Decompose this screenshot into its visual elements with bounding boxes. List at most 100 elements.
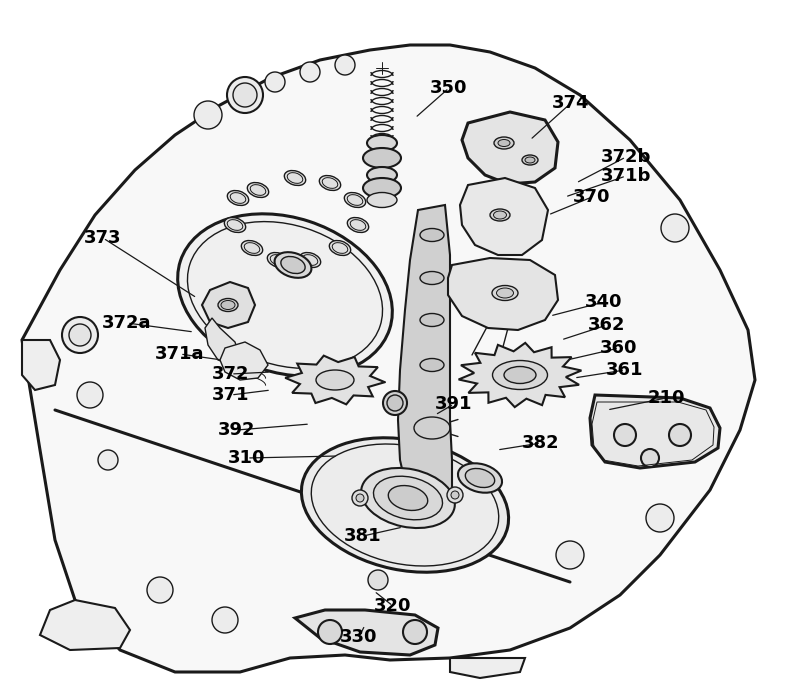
Ellipse shape bbox=[367, 193, 397, 208]
Text: 320: 320 bbox=[374, 597, 412, 615]
Ellipse shape bbox=[492, 286, 518, 301]
Circle shape bbox=[447, 487, 463, 503]
Circle shape bbox=[147, 577, 173, 603]
Text: 371: 371 bbox=[212, 386, 250, 404]
Circle shape bbox=[69, 324, 91, 346]
Polygon shape bbox=[295, 610, 438, 655]
Ellipse shape bbox=[178, 214, 392, 376]
Text: 350: 350 bbox=[430, 79, 468, 97]
Ellipse shape bbox=[344, 193, 366, 208]
Text: 360: 360 bbox=[600, 339, 638, 357]
Ellipse shape bbox=[274, 252, 311, 278]
Ellipse shape bbox=[420, 271, 444, 284]
Ellipse shape bbox=[242, 241, 262, 255]
Polygon shape bbox=[202, 282, 255, 328]
Ellipse shape bbox=[420, 359, 444, 371]
Circle shape bbox=[194, 101, 222, 129]
Circle shape bbox=[646, 504, 674, 532]
Ellipse shape bbox=[363, 148, 401, 168]
Circle shape bbox=[352, 490, 368, 506]
Ellipse shape bbox=[525, 157, 535, 163]
Ellipse shape bbox=[388, 486, 428, 511]
Text: 372b: 372b bbox=[601, 148, 651, 166]
Ellipse shape bbox=[319, 175, 341, 190]
Ellipse shape bbox=[330, 241, 350, 255]
Ellipse shape bbox=[224, 217, 246, 233]
Ellipse shape bbox=[316, 370, 354, 390]
Text: 310: 310 bbox=[228, 449, 266, 467]
Ellipse shape bbox=[363, 178, 401, 198]
Text: 361: 361 bbox=[606, 361, 644, 379]
Polygon shape bbox=[205, 318, 240, 364]
Ellipse shape bbox=[347, 217, 369, 233]
Ellipse shape bbox=[302, 437, 509, 572]
Polygon shape bbox=[285, 355, 385, 404]
Ellipse shape bbox=[494, 211, 506, 219]
Polygon shape bbox=[460, 178, 548, 255]
Circle shape bbox=[356, 494, 364, 502]
Ellipse shape bbox=[374, 476, 442, 520]
Ellipse shape bbox=[299, 253, 321, 268]
Ellipse shape bbox=[497, 288, 514, 298]
Text: 372a: 372a bbox=[102, 314, 152, 332]
Ellipse shape bbox=[367, 167, 397, 183]
Circle shape bbox=[98, 450, 118, 470]
Circle shape bbox=[661, 214, 689, 242]
Circle shape bbox=[212, 607, 238, 633]
Circle shape bbox=[383, 391, 407, 415]
Text: 381: 381 bbox=[344, 527, 382, 545]
Ellipse shape bbox=[218, 299, 238, 311]
Polygon shape bbox=[220, 342, 268, 380]
Circle shape bbox=[387, 395, 403, 411]
Polygon shape bbox=[450, 658, 525, 678]
Ellipse shape bbox=[504, 366, 536, 384]
Circle shape bbox=[77, 382, 103, 408]
Ellipse shape bbox=[221, 301, 235, 310]
Ellipse shape bbox=[267, 253, 289, 268]
Text: 370: 370 bbox=[574, 188, 610, 206]
Text: 371b: 371b bbox=[601, 167, 651, 185]
Polygon shape bbox=[40, 600, 130, 650]
Ellipse shape bbox=[420, 313, 444, 326]
Text: 371a: 371a bbox=[155, 345, 205, 363]
Polygon shape bbox=[22, 340, 60, 390]
Circle shape bbox=[227, 77, 263, 113]
Ellipse shape bbox=[490, 209, 510, 221]
Text: 372: 372 bbox=[212, 365, 250, 383]
Circle shape bbox=[335, 55, 355, 75]
Ellipse shape bbox=[458, 463, 502, 493]
Ellipse shape bbox=[281, 257, 305, 273]
Ellipse shape bbox=[420, 228, 444, 242]
Circle shape bbox=[614, 424, 636, 446]
Text: 340: 340 bbox=[586, 293, 622, 311]
Polygon shape bbox=[590, 395, 720, 468]
Circle shape bbox=[300, 62, 320, 82]
Circle shape bbox=[403, 620, 427, 644]
Circle shape bbox=[318, 620, 342, 644]
Ellipse shape bbox=[284, 170, 306, 186]
Text: 330: 330 bbox=[340, 628, 378, 646]
Polygon shape bbox=[398, 205, 452, 510]
Ellipse shape bbox=[367, 135, 397, 151]
Text: 373: 373 bbox=[84, 229, 122, 247]
Circle shape bbox=[368, 570, 388, 590]
Polygon shape bbox=[448, 258, 558, 330]
Circle shape bbox=[451, 491, 459, 499]
Text: 391: 391 bbox=[435, 395, 473, 413]
Ellipse shape bbox=[466, 469, 494, 488]
Ellipse shape bbox=[494, 137, 514, 149]
Text: 392: 392 bbox=[218, 421, 256, 439]
Circle shape bbox=[556, 541, 584, 569]
Text: 210: 210 bbox=[647, 389, 685, 407]
Ellipse shape bbox=[361, 468, 455, 528]
Circle shape bbox=[669, 424, 691, 446]
Ellipse shape bbox=[493, 360, 547, 389]
Circle shape bbox=[641, 449, 659, 467]
Circle shape bbox=[265, 72, 285, 92]
Text: 382: 382 bbox=[522, 434, 560, 452]
Ellipse shape bbox=[498, 139, 510, 146]
Polygon shape bbox=[458, 343, 582, 407]
Circle shape bbox=[62, 317, 98, 353]
Ellipse shape bbox=[247, 183, 269, 197]
Polygon shape bbox=[462, 112, 558, 184]
